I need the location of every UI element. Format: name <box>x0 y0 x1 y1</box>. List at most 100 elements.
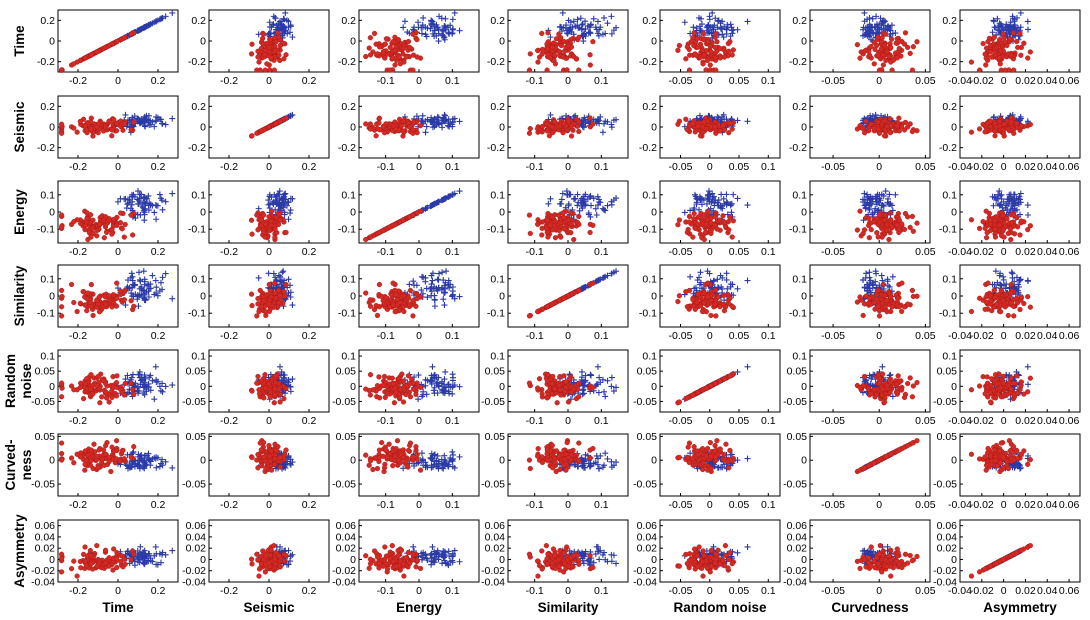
point-class-b <box>727 120 733 126</box>
point-class-b <box>993 44 1000 50</box>
x-tick-label: 0.05 <box>729 161 750 173</box>
point-class-b <box>258 45 264 52</box>
point-class-b <box>258 128 264 134</box>
point-class-a <box>289 34 296 41</box>
point-class-b <box>726 48 732 54</box>
point-class-b <box>1000 298 1006 304</box>
x-tick-label: 0 <box>416 161 422 173</box>
point-class-a <box>427 25 434 32</box>
point-class-b <box>713 67 719 73</box>
y-tick-label: 0.2 <box>341 101 356 113</box>
point-class-b <box>884 49 890 55</box>
point-class-b <box>544 217 550 223</box>
point-class-b <box>992 295 998 301</box>
y-tick-label: 0 <box>49 122 55 134</box>
point-class-b <box>121 121 127 127</box>
x-tick-label: -0.05 <box>821 330 845 342</box>
y-tick-label: -0.1 <box>338 308 356 320</box>
point-class-b <box>700 61 706 67</box>
point-class-b <box>254 67 260 73</box>
point-class-b <box>568 210 574 216</box>
y-tick-label: 0 <box>499 207 505 219</box>
point-class-b <box>561 295 567 301</box>
point-class-b <box>712 214 718 220</box>
point-class-b <box>526 130 533 136</box>
point-class-b <box>58 130 65 136</box>
point-class-b <box>536 54 543 60</box>
point-class-a <box>424 25 431 32</box>
point-class-b <box>261 298 267 304</box>
x-tick-label: 0 <box>416 75 422 87</box>
point-class-b <box>1014 38 1020 45</box>
panel-time-vs-seismic: 0.20-0.2-0.2 0 0.2 <box>188 9 330 87</box>
point-class-a <box>270 13 277 20</box>
point-class-b <box>74 308 80 315</box>
point-class-b <box>373 133 379 139</box>
point-class-b <box>1025 55 1031 61</box>
point-class-b <box>1018 52 1024 58</box>
x-tick-label: 0 <box>1001 330 1007 342</box>
panel-time-vs-time: 0.20-0.2-0.2 0 0.2 <box>37 9 179 87</box>
y-tick-label: 0.1 <box>942 273 957 285</box>
y-tick-label: 0 <box>951 36 957 48</box>
point-class-b <box>675 222 681 228</box>
point-class-b <box>991 34 997 40</box>
point-class-b <box>1008 236 1014 243</box>
point-class-b <box>380 124 386 130</box>
point-class-b <box>562 226 568 232</box>
y-tick-label: -0.1 <box>188 224 206 236</box>
panel-seismic-vs-curvedness: 0.20-0.2-0.05 0 0.05 <box>789 95 936 173</box>
point-class-b <box>875 234 881 240</box>
point-class-b <box>703 67 709 73</box>
point-class-b <box>552 52 558 58</box>
y-tick-label: -0.2 <box>487 56 505 68</box>
x-tick-label: 0.1 <box>594 330 609 342</box>
point-class-b <box>545 30 551 36</box>
panel-seismic-vs-asymmetry: 0.20-0.2-0.04-0.02 0 0.02 0.04 0.06 <box>939 95 1081 173</box>
point-class-b <box>729 126 735 132</box>
point-class-b <box>861 301 868 307</box>
point-class-b <box>405 38 412 45</box>
point-class-b <box>1008 290 1014 296</box>
point-class-b <box>390 123 396 129</box>
x-tick-label: -0.2 <box>220 330 238 342</box>
panel-similarity-vs-time: 0.10-0.1-0.2 0 0.2 <box>37 264 179 342</box>
point-class-b <box>131 303 137 309</box>
point-class-b <box>387 67 393 73</box>
point-class-b <box>729 303 735 309</box>
point-class-b <box>713 313 719 319</box>
point-class-a <box>151 19 158 26</box>
x-tick-label: 0 <box>707 75 713 87</box>
point-class-b <box>397 299 403 306</box>
point-class-b <box>884 297 890 304</box>
point-class-b <box>407 124 413 130</box>
point-class-b <box>1017 306 1023 313</box>
y-tick-label: 0.2 <box>40 101 55 113</box>
point-class-b <box>568 133 575 139</box>
point-class-b <box>558 42 564 49</box>
point-class-b <box>717 45 723 52</box>
x-tick-label: 0.1 <box>445 75 460 87</box>
point-class-b <box>691 210 697 217</box>
point-class-b <box>998 47 1004 54</box>
x-tick-label: -0.04 <box>948 75 972 87</box>
point-class-b <box>545 234 551 240</box>
y-tick-label: 0.1 <box>642 273 657 285</box>
point-class-b <box>987 118 994 124</box>
point-class-b <box>683 116 689 122</box>
panel-similarity-vs-energy: 0.10-0.1-0.1 0 0.1 <box>338 264 480 342</box>
point-class-b <box>987 42 994 49</box>
point-class-b <box>854 227 860 233</box>
point-class-b <box>690 297 696 303</box>
point-class-b <box>1027 304 1033 310</box>
point-class-b <box>565 118 572 124</box>
point-class-b <box>58 304 65 310</box>
x-tick-label: 0.1 <box>445 330 460 342</box>
x-tick-label: 0 <box>416 330 422 342</box>
point-class-b <box>684 229 690 235</box>
point-class-b <box>1018 44 1024 51</box>
point-class-b <box>122 287 128 293</box>
point-class-a <box>280 27 287 34</box>
point-class-b <box>884 227 890 234</box>
panel-time-vs-energy: 0.20-0.2-0.1 0 0.1 <box>338 9 480 87</box>
